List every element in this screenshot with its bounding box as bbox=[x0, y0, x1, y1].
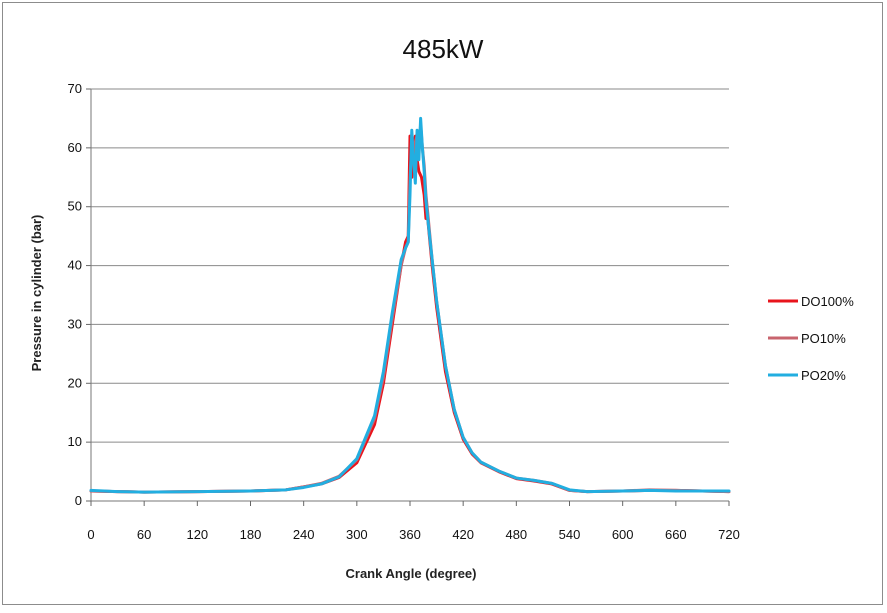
x-tick-label: 240 bbox=[293, 527, 315, 542]
x-tick-label: 540 bbox=[559, 527, 581, 542]
x-tick-label: 360 bbox=[399, 527, 421, 542]
x-tick-label: 120 bbox=[186, 527, 208, 542]
y-tick-label: 20 bbox=[68, 375, 82, 390]
legend-label-1: DO100% bbox=[801, 294, 854, 309]
x-tick-label: 600 bbox=[612, 527, 634, 542]
x-tick-label: 0 bbox=[87, 527, 94, 542]
x-axis-label: Crank Angle (degree) bbox=[346, 566, 477, 581]
y-tick-label: 40 bbox=[68, 258, 82, 273]
x-tick-label: 420 bbox=[452, 527, 474, 542]
y-tick-label: 60 bbox=[68, 140, 82, 155]
x-tick-label: 60 bbox=[137, 527, 151, 542]
y-axis-label: Pressure in cylinder (bar) bbox=[29, 215, 44, 372]
line-chart: 485kW 0 10 20 30 40 50 60 70 0 60 120 180 240 300 360 4… bbox=[29, 34, 854, 581]
legend-label-2: PO10% bbox=[801, 331, 846, 346]
x-tick-label: 720 bbox=[718, 527, 740, 542]
axes: 0 10 20 30 40 50 60 70 0 60 120 180 240 300 360 420 480 5… bbox=[68, 81, 740, 542]
legend: DO100% PO10% PO20% bbox=[768, 294, 854, 383]
x-tick-label: 180 bbox=[240, 527, 262, 542]
x-tick-label: 660 bbox=[665, 527, 687, 542]
y-tick-label: 50 bbox=[68, 199, 82, 214]
y-tick-label: 10 bbox=[68, 434, 82, 449]
series-line-3 bbox=[89, 116, 731, 494]
chart-title: 485kW bbox=[403, 34, 484, 64]
legend-label-3: PO20% bbox=[801, 368, 846, 383]
x-tick-label: 480 bbox=[505, 527, 527, 542]
y-tick-label: 0 bbox=[75, 493, 82, 508]
x-tick-label: 300 bbox=[346, 527, 368, 542]
y-tick-label: 30 bbox=[68, 316, 82, 331]
series-lines bbox=[89, 116, 731, 494]
chart-frame: 485kW 0 10 20 30 40 50 60 70 0 60 120 180 240 300 360 4… bbox=[2, 2, 883, 605]
y-tick-label: 70 bbox=[68, 81, 82, 96]
